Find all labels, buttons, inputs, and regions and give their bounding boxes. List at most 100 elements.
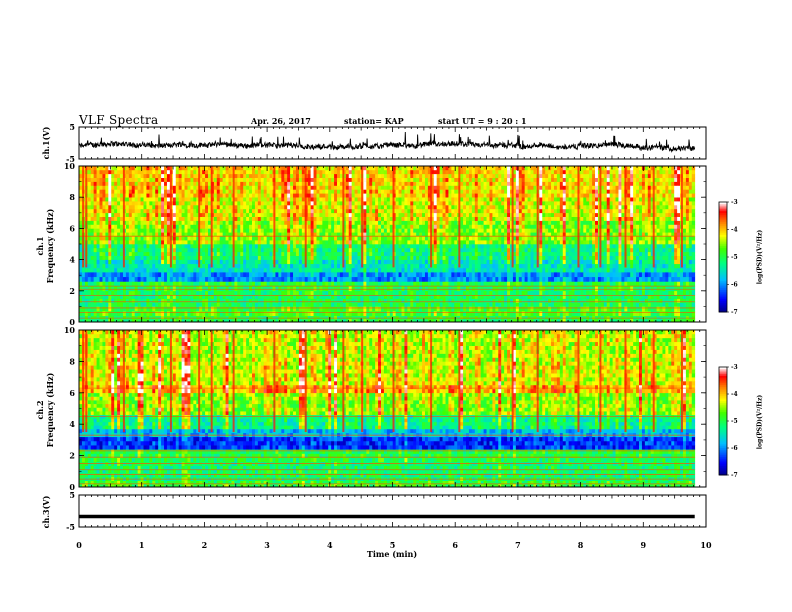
- ch1-spec-cell: [202, 181, 206, 186]
- ch1-spec-cell: [301, 247, 306, 253]
- ch1-spec-cell: [231, 315, 235, 320]
- ch1-spec-cell: [140, 208, 144, 214]
- ch1-spec-cell: [251, 216, 256, 221]
- ch1-spec-cell: [313, 286, 317, 292]
- ch1-spec-cell: [275, 306, 279, 312]
- ch1-spec-cell: [166, 286, 171, 292]
- ch1-spec-cell: [90, 294, 95, 299]
- ch1-spec-cell: [404, 220, 408, 225]
- ch1-spec-cell: [293, 272, 297, 278]
- ch1-spec-cell: [155, 302, 159, 307]
- ch1-spec-cell: [164, 276, 168, 282]
- ch1-spec-cell: [257, 259, 262, 265]
- ch1-spec-cell: [395, 189, 399, 194]
- ch1-spec-cell: [342, 306, 347, 312]
- ch1-spec-cell: [392, 315, 397, 320]
- ch1-spec-cell: [419, 220, 423, 225]
- ch1-spec-cell: [275, 212, 279, 217]
- ch1-spec-cell: [190, 251, 194, 256]
- ch1-spec-cell: [243, 276, 247, 282]
- ch1-spec-cell: [79, 272, 83, 278]
- ch1-spec-cell: [351, 177, 355, 182]
- ch1-spec-cell: [254, 169, 259, 175]
- ch1-spec-cell: [366, 212, 370, 217]
- ch1-spec-cell: [316, 224, 320, 229]
- ch1-spec-cell: [166, 169, 171, 175]
- ch1-spec-cell: [284, 255, 288, 260]
- ch1-spec-cell: [240, 267, 244, 273]
- ch1-spec-cell: [172, 247, 177, 253]
- ch1-spec-cell: [117, 177, 121, 182]
- ch1-spec-cell: [398, 173, 402, 178]
- ch1-spec-cell: [413, 294, 417, 299]
- ch1-spec-cell: [114, 189, 118, 194]
- ch1-spec-cell: [278, 169, 282, 175]
- ch1-spec-cell: [281, 294, 285, 299]
- ch1-spec-cell: [251, 193, 256, 198]
- ch1-spec-cell: [117, 169, 121, 175]
- ch1-spec-cell: [216, 315, 221, 320]
- ch1-spec-cell: [187, 318, 191, 323]
- ch1-spec-cell: [416, 189, 420, 194]
- ch1-spec-cell: [140, 290, 144, 295]
- ch1-spec-cell: [416, 205, 420, 210]
- ch1-spec-cell: [190, 212, 194, 217]
- ch1-spec-cell: [316, 298, 320, 303]
- ch1-spec-cell: [222, 247, 226, 253]
- ch1-spec-cell: [375, 318, 379, 323]
- ch1-spec-cell: [228, 290, 232, 295]
- ch1-spec-cell: [269, 315, 273, 320]
- ch1-spec-cell: [293, 276, 297, 282]
- ch1-spec-cell: [190, 228, 194, 233]
- ch1-spec-cell: [125, 216, 130, 221]
- ch1-spec-cell: [108, 259, 112, 265]
- ch1-spec-cell: [354, 220, 358, 225]
- ch1-spec-cell: [281, 189, 285, 194]
- ch1-spec-cell: [287, 251, 291, 256]
- ch1-spec-cell: [310, 228, 314, 233]
- ch1-spec-cell: [319, 228, 323, 233]
- ch1-spec-cell: [243, 298, 247, 303]
- ch1-spec-cell: [331, 259, 335, 265]
- ch1-spec-cell: [284, 173, 288, 178]
- ch1-spec-cell: [325, 276, 329, 282]
- ch1-spec-cell: [79, 311, 83, 317]
- ch1-spec-cell: [164, 306, 168, 312]
- ch1-spec-cell: [281, 290, 285, 295]
- ch1-spec-cell: [322, 263, 326, 269]
- ch1-spec-cell: [222, 224, 226, 229]
- ch1-spec-cell: [278, 177, 282, 182]
- ch1-spec-cell: [125, 177, 130, 182]
- ch1-spec-cell: [249, 193, 253, 198]
- ch1-spec-cell: [234, 251, 238, 256]
- ch1-spec-cell: [410, 272, 414, 278]
- ch1-spec-cell: [240, 247, 244, 253]
- ch1-spec-cell: [219, 228, 224, 233]
- ch1-spec-cell: [383, 197, 388, 202]
- ch1-spec-cell: [146, 201, 150, 206]
- ch1-spec-cell: [386, 205, 391, 210]
- ch1-spec-cell: [199, 236, 203, 241]
- ch1-spec-cell: [79, 228, 83, 233]
- ch1-spec-cell: [134, 302, 139, 307]
- ch1-spec-cell: [114, 208, 118, 214]
- ch1-spec-cell: [310, 298, 314, 303]
- ch1-spec-cell: [234, 212, 238, 217]
- ch1-spec-cell: [225, 255, 229, 260]
- ch1-spec-cell: [328, 216, 332, 221]
- ch1-spec-cell: [193, 276, 197, 282]
- ch1-spec-cell: [331, 228, 335, 233]
- ch1-spec-cell: [354, 189, 358, 194]
- ch1-spec-cell: [422, 220, 426, 225]
- ch1-spec-cell: [436, 318, 441, 323]
- ch1-spec-cell: [213, 302, 218, 307]
- ch1-spec-cell: [401, 181, 405, 186]
- ch1-spec-cell: [357, 236, 361, 241]
- ch1-spec-cell: [389, 272, 394, 278]
- ch1-spec-cell: [295, 263, 300, 269]
- ch1-spec-cell: [117, 251, 121, 256]
- ch1-spec-cell: [125, 286, 130, 292]
- ch1-spec-cell: [407, 276, 411, 282]
- ch1-spec-cell: [334, 236, 338, 241]
- ch1-spec-cell: [254, 318, 259, 323]
